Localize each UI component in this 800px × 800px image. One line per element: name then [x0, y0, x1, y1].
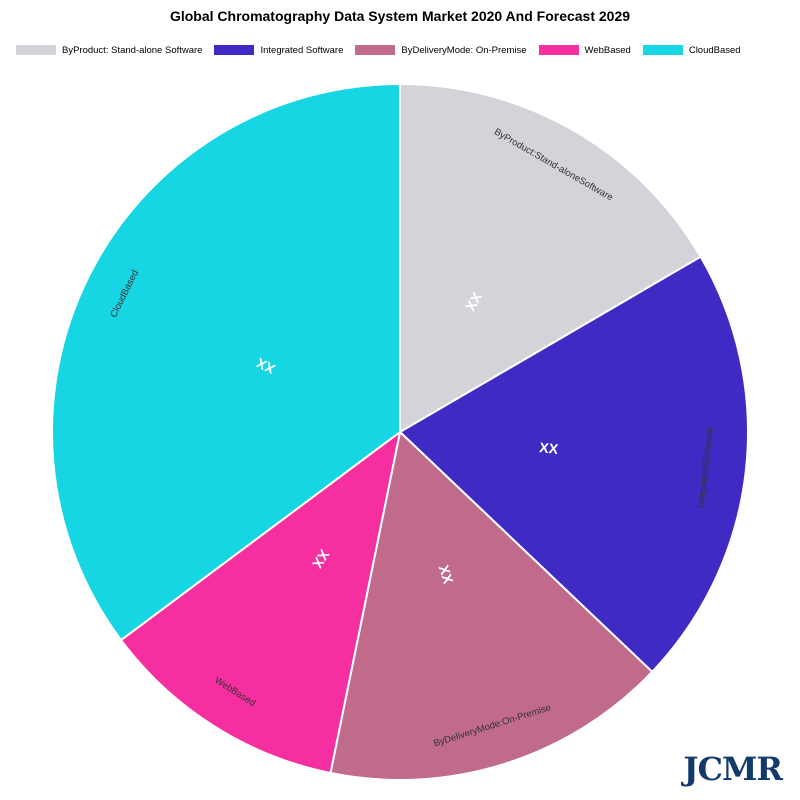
legend-item-web-based[interactable]: WebBased	[538, 44, 631, 56]
pie-slice[interactable]	[119, 429, 402, 775]
legend-item-cloud-based[interactable]: CloudBased	[642, 44, 741, 56]
legend-swatch	[642, 45, 683, 55]
legend-label: CloudBased	[688, 44, 741, 56]
legend-swatch	[214, 45, 255, 55]
slice-data-label: XX	[539, 439, 560, 457]
legend-swatch	[355, 45, 396, 55]
legend-label: WebBased	[584, 44, 631, 56]
legend-item-on-premise[interactable]: ByDeliveryMode: On-Premise	[355, 44, 527, 56]
slice-data-label: XX	[436, 563, 457, 586]
legend-label: Integrated Software	[260, 44, 344, 56]
pie-slice[interactable]	[329, 430, 654, 781]
chart-title: Global Chromatography Data System Market…	[169, 8, 631, 24]
legend-swatch	[16, 45, 56, 55]
legend-label: ByDeliveryMode: On-Premise	[401, 44, 527, 56]
pie-slice[interactable]	[399, 82, 703, 434]
jcmr-logo: JCMR	[683, 750, 783, 788]
legend-item-integrated-software[interactable]: Integrated Software	[214, 45, 343, 56]
legend: ByProduct: Stand-alone Software Integrat…	[16, 43, 753, 57]
pie-slice[interactable]	[398, 255, 749, 674]
slice-data-label: XX	[253, 354, 277, 377]
legend-label: ByProduct: Stand-alone Software	[62, 44, 203, 56]
legend-swatch	[538, 45, 579, 55]
legend-item-standalone-software[interactable]: ByProduct: Stand-alone Software	[16, 45, 202, 56]
pie-slice[interactable]	[51, 82, 401, 642]
